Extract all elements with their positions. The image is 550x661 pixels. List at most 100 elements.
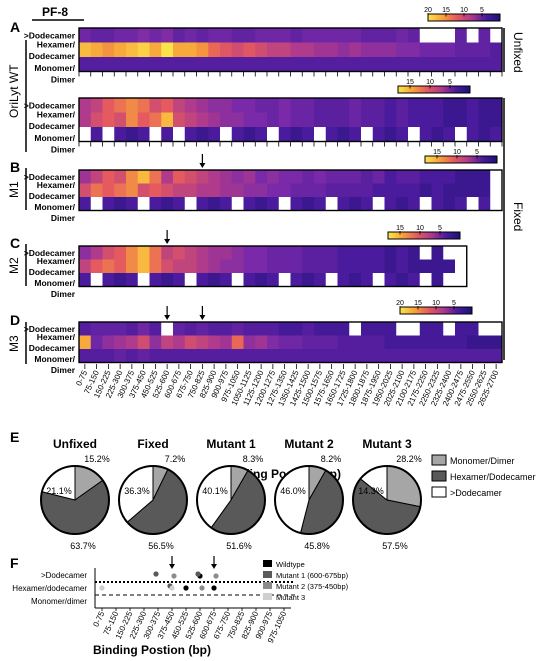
pie-value-label: 56.5%	[148, 541, 174, 551]
heatmap-cell	[220, 273, 233, 287]
heatmap-cell	[243, 259, 256, 274]
heatmap-cell	[243, 112, 256, 128]
heatmap-cell	[173, 98, 186, 113]
heatmap-cell	[231, 259, 244, 274]
heatmap-cell	[490, 335, 503, 350]
heatmap-cell	[267, 246, 280, 260]
colorbar-tick-label: 10	[432, 300, 440, 307]
heatmap-cell	[161, 273, 174, 287]
heatmap-cell	[431, 335, 444, 350]
heatmap-cell	[290, 112, 303, 128]
heatmap-cell	[325, 28, 338, 43]
heatmap-cell	[455, 197, 468, 211]
pie-title: Mutant 1	[206, 437, 256, 451]
heatmap-cell	[443, 170, 456, 184]
heatmap-cell	[431, 259, 444, 274]
heatmap-cell	[196, 246, 209, 260]
heatmap-cell	[102, 197, 115, 211]
heatmap-cell	[384, 170, 397, 184]
row-label: Monomer/	[34, 133, 75, 143]
heatmap-cell	[302, 28, 315, 43]
heatmap-cell	[196, 112, 209, 128]
heatmap-cell	[231, 197, 244, 211]
heatmap-cell	[267, 335, 280, 350]
f-point	[169, 585, 175, 591]
pie-value-label: 7.2%	[165, 454, 186, 464]
heatmap-cell	[361, 246, 374, 260]
heatmap-cell	[361, 197, 374, 211]
heatmap-cell	[396, 28, 409, 43]
heatmap-cell	[314, 28, 327, 43]
heatmap-cell	[337, 112, 350, 128]
heatmap-cell	[126, 246, 139, 260]
heatmap-cell	[443, 246, 456, 260]
heatmap-cell	[220, 28, 233, 43]
heatmap-cell	[196, 98, 209, 113]
heatmap-cell	[126, 197, 139, 211]
heatmap-cell	[478, 28, 491, 43]
pie-outline	[274, 465, 344, 535]
heatmap-cell	[267, 28, 280, 43]
heatmap-4: >DodecamerHexamer/DodecamerMonomer/Dimer…	[24, 225, 468, 299]
heatmap-cell	[278, 28, 291, 43]
heatmap-cell	[455, 349, 468, 363]
heatmap-cell	[137, 112, 150, 128]
heatmap-cell	[408, 335, 421, 350]
heatmap-cell	[79, 112, 92, 128]
heatmap-cell	[255, 57, 268, 72]
heatmap-cell	[79, 322, 92, 336]
heatmap-cell	[196, 57, 209, 72]
heatmap-cell	[126, 273, 139, 287]
heatmap-cell	[255, 42, 268, 58]
heatmap-cell	[149, 57, 162, 72]
heatmap-cell	[337, 127, 350, 142]
heatmap-cell	[490, 197, 503, 211]
colorbar-tick-label: 5	[438, 225, 442, 232]
row-label: Dimer	[51, 74, 76, 84]
heatmap-cell	[490, 349, 503, 363]
heatmap-cell	[137, 273, 150, 287]
heatmap-cell	[114, 349, 127, 363]
heatmap-cell	[361, 98, 374, 113]
heatmap-cell	[278, 259, 291, 274]
pie-value-label: 14.3%	[358, 486, 384, 496]
heatmap-cell	[408, 259, 421, 274]
heatmap-cell	[490, 28, 503, 43]
pie-legend-swatch	[431, 486, 447, 498]
heatmap-cell	[102, 170, 115, 184]
pie-outline	[196, 465, 266, 535]
heatmap-cell	[349, 28, 362, 43]
heatmap-cell	[90, 197, 103, 211]
heatmap-cell	[243, 57, 256, 72]
heatmap-cell	[396, 273, 409, 287]
colorbar-tick-label: 10	[426, 79, 434, 86]
m3-label: M3	[7, 335, 21, 352]
heatmap-cell	[361, 42, 374, 58]
heatmap-cell	[79, 197, 92, 211]
pie-legend-swatch	[431, 454, 447, 466]
colorbar-tick-label: 10	[460, 7, 468, 14]
heatmap-cell	[184, 322, 197, 336]
heatmap-cell	[208, 42, 221, 58]
heatmap-cell	[466, 335, 479, 350]
pie-value-label: 28.2%	[396, 454, 422, 464]
pie-4: Mutant 2 8.2% 45.8% 46.0%	[274, 437, 344, 551]
heatmap-cell	[372, 349, 385, 363]
panel-label-a: A	[10, 19, 20, 35]
heatmap-cell	[372, 273, 385, 287]
row-label: >Dodecamer	[24, 100, 76, 110]
colorbar-gradient	[424, 155, 498, 164]
heatmap-cell	[102, 246, 115, 260]
heatmap-cell	[361, 349, 374, 363]
heatmap-cell	[290, 127, 303, 142]
heatmap-cell	[161, 112, 174, 128]
heatmap-cell	[267, 170, 280, 184]
heatmap-cell	[126, 170, 139, 184]
heatmap-cell	[267, 98, 280, 113]
heatmap-cell	[137, 127, 150, 142]
heatmap-cell	[184, 197, 197, 211]
heatmap-cell	[419, 246, 432, 260]
heatmap-cell	[243, 127, 256, 142]
heatmap-cell	[184, 335, 197, 350]
heatmap-cell	[149, 98, 162, 113]
